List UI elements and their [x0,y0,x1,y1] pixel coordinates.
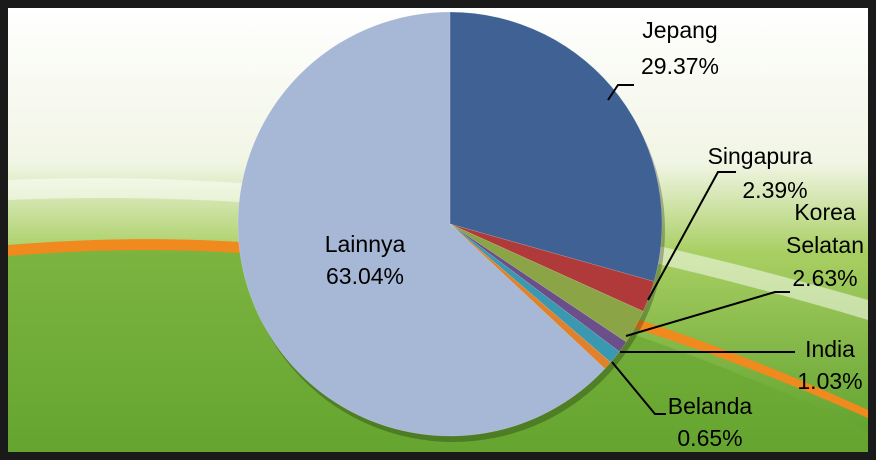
chart-frame: Jepang29.37%Singapura2.39%Korea Selatan2… [0,0,876,460]
value-label: 0.65% [650,422,770,455]
slice-label: Belanda [650,390,770,423]
value-label: 29.37% [620,50,740,83]
slice-label: India [790,333,870,366]
slice-label: Singapura [690,140,830,173]
value-label: 63.04% [305,260,425,293]
slice-label: Jepang [620,14,740,47]
slice-label: Korea Selatan [770,196,876,262]
pie [238,12,665,442]
slice-label: Lainnya [305,228,425,261]
value-label: 1.03% [790,365,870,398]
value-label: 2.63% [770,262,876,295]
